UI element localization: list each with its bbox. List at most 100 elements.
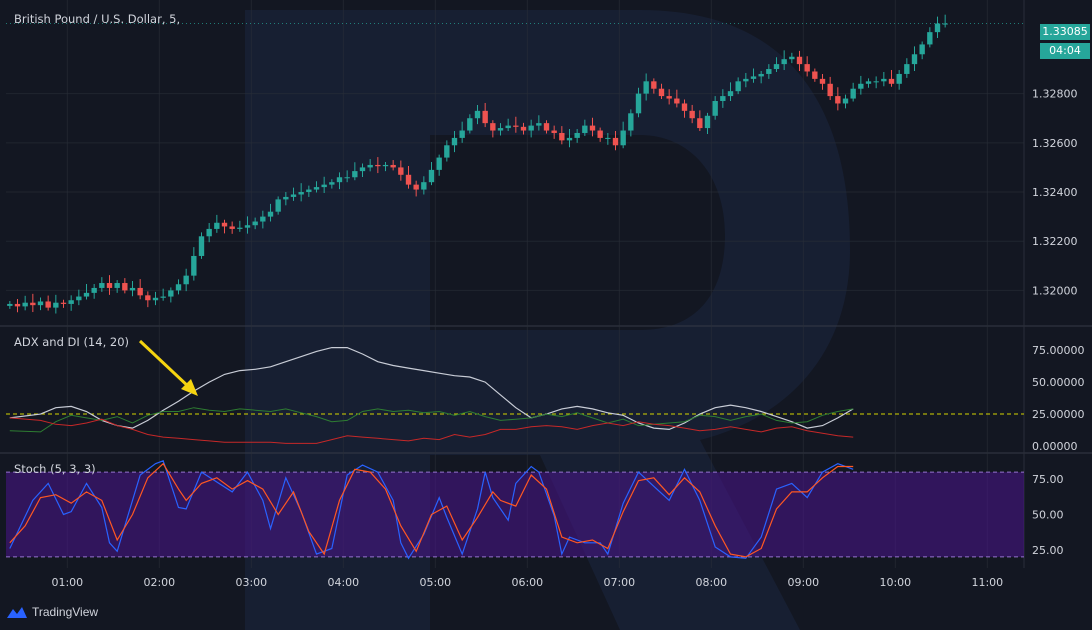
time-axis-tick: 04:00	[327, 576, 359, 589]
candle-body	[260, 216, 266, 222]
tradingview-brand-text: TradingView	[32, 605, 99, 619]
candle-body	[237, 227, 243, 229]
price-axis-tick: 1.32600	[1032, 137, 1078, 150]
candle-body	[773, 64, 780, 70]
candle-body	[99, 283, 105, 288]
candle-body	[252, 221, 258, 226]
candle-body	[421, 182, 427, 190]
candle-body	[83, 292, 90, 297]
candle-body	[474, 110, 481, 119]
candle-body	[413, 184, 419, 190]
bar-countdown-label: 04:04	[1040, 43, 1090, 59]
candle-body	[336, 177, 343, 183]
stoch-axis-tick: 50.00	[1032, 509, 1064, 522]
candle-body	[344, 177, 350, 179]
time-axis-tick: 01:00	[51, 576, 83, 589]
candle-body	[796, 56, 803, 65]
candle-body	[858, 83, 864, 89]
candle-body	[183, 275, 189, 285]
candle-body	[482, 110, 488, 124]
candle-body	[873, 81, 879, 83]
candle-body	[137, 287, 143, 296]
candle-body	[712, 101, 718, 116]
candle-body	[566, 137, 573, 141]
candle-body	[881, 78, 887, 82]
price-axis-tick: 1.32800	[1032, 88, 1078, 101]
candle-body	[505, 125, 511, 129]
candle-body	[152, 297, 159, 301]
stoch-pane-title: Stoch (5, 3, 3)	[14, 462, 96, 476]
candle-body	[766, 69, 772, 74]
candle-body	[911, 54, 918, 65]
candle-body	[191, 255, 197, 276]
candle-body	[835, 96, 841, 104]
candle-body	[428, 169, 435, 183]
candle-body	[206, 228, 212, 237]
candle-body	[934, 23, 941, 33]
candle-body	[827, 83, 833, 97]
candle-body	[804, 64, 810, 72]
candle-body	[689, 110, 695, 119]
adx-axis-tick: 75.00000	[1032, 344, 1085, 357]
candle-body	[528, 125, 534, 131]
candle-body	[76, 296, 82, 301]
candle-body	[390, 164, 396, 168]
candlestick-series	[7, 14, 948, 314]
candle-body	[559, 132, 565, 141]
time-axis-tick: 02:00	[143, 576, 175, 589]
candle-body	[520, 126, 527, 131]
candle-body	[582, 125, 588, 133]
adx-axis-tick: 25.00000	[1032, 408, 1085, 421]
time-axis-tick: 09:00	[787, 576, 819, 589]
tradingview-logo[interactable]: TradingView	[6, 603, 98, 621]
candle-body	[727, 91, 734, 97]
candle-body	[30, 302, 36, 306]
candle-body	[536, 123, 542, 126]
candle-body	[459, 130, 465, 138]
candle-body	[467, 118, 473, 131]
adx-axis-tick: 0.00000	[1032, 440, 1078, 453]
price-pane-title: British Pound / U.S. Dollar, 5,	[14, 12, 181, 26]
candle-body	[490, 123, 496, 131]
candle-body	[589, 125, 596, 131]
candle-body	[283, 196, 289, 200]
time-axis-tick: 07:00	[603, 576, 635, 589]
candle-body	[666, 96, 672, 99]
candle-body	[674, 98, 680, 104]
candle-body	[175, 284, 182, 291]
candle-body	[942, 23, 948, 25]
candle-body	[904, 64, 910, 74]
last-price-label: 1.33085	[1040, 24, 1090, 40]
candle-body	[865, 81, 872, 84]
candle-body	[53, 302, 59, 308]
candle-body	[451, 137, 458, 146]
candle-body	[168, 290, 174, 297]
candle-body	[275, 199, 281, 212]
candle-body	[896, 73, 902, 84]
candle-body	[735, 81, 741, 92]
candle-body	[45, 301, 51, 308]
candle-body	[7, 303, 13, 306]
candle-body	[812, 71, 818, 79]
candle-body	[697, 118, 703, 129]
candle-body	[628, 113, 634, 131]
candle-body	[612, 137, 619, 146]
candle-body	[704, 115, 711, 129]
candle-body	[145, 295, 151, 301]
tradingview-logo-icon	[7, 607, 27, 618]
time-axis-tick: 03:00	[235, 576, 267, 589]
candle-body	[375, 164, 381, 167]
candle-body	[819, 78, 826, 84]
price-axis-tick: 1.32200	[1032, 235, 1078, 248]
candle-body	[229, 226, 235, 229]
candle-body	[267, 211, 274, 217]
candle-body	[91, 287, 97, 293]
candle-body	[244, 225, 251, 228]
candle-body	[842, 98, 849, 104]
candle-body	[597, 130, 603, 138]
candle-body	[681, 103, 688, 111]
time-axis-tick: 05:00	[419, 576, 451, 589]
candle-body	[927, 32, 933, 45]
